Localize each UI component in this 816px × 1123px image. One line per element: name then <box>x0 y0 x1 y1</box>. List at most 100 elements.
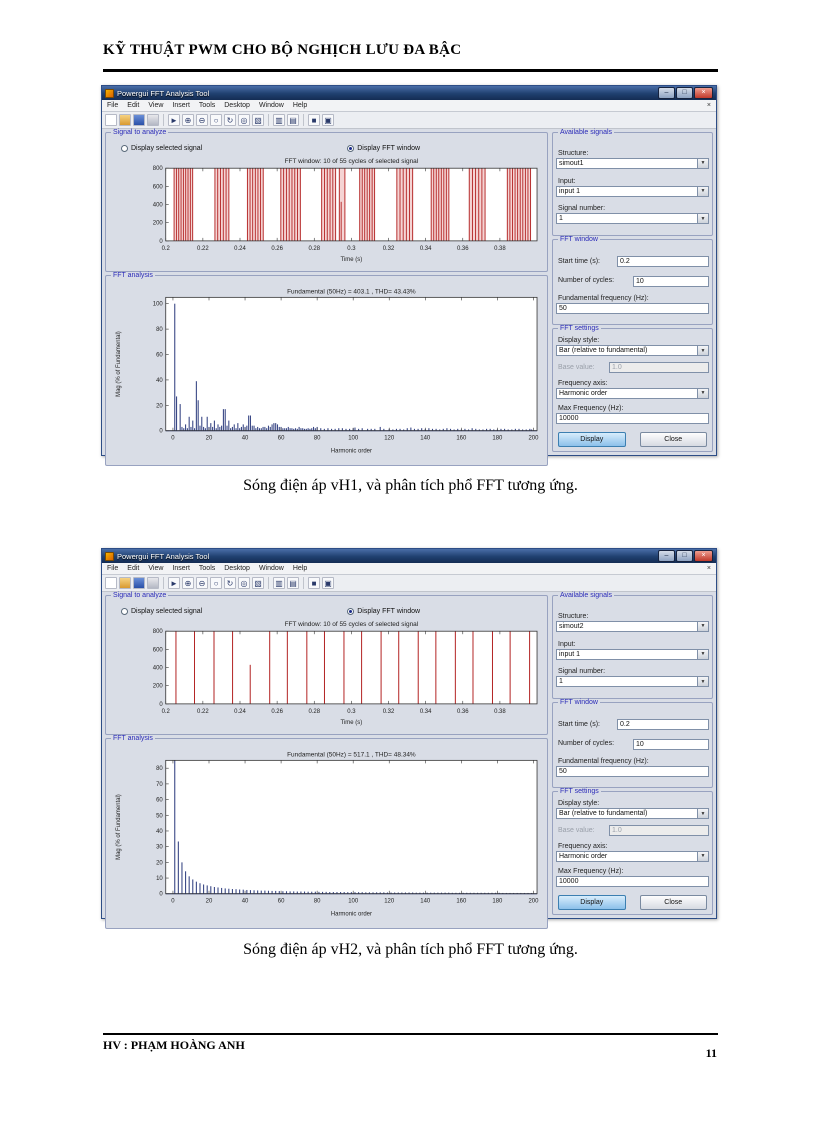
menu-desktop[interactable]: Desktop <box>224 565 250 572</box>
start-time-field[interactable]: 0.2 <box>617 256 709 268</box>
chevron-down-icon[interactable]: ▼ <box>697 214 708 224</box>
svg-text:600: 600 <box>153 647 164 653</box>
maximize-button[interactable]: □ <box>676 550 693 562</box>
menu-file[interactable]: File <box>107 565 119 572</box>
edit-plot-icon[interactable]: ► <box>168 114 180 126</box>
input-dropdown[interactable]: input 1 ▼ <box>556 648 709 660</box>
minimize-button[interactable]: – <box>658 87 675 99</box>
open-file-icon[interactable] <box>119 577 131 589</box>
print-icon[interactable] <box>147 114 159 126</box>
menu-edit[interactable]: Edit <box>127 565 140 572</box>
brush-icon[interactable]: ▧ <box>252 114 264 126</box>
hide-plot-tools-icon[interactable]: ■ <box>308 577 320 589</box>
print-icon[interactable] <box>147 577 159 589</box>
display-button[interactable]: Display <box>558 432 626 447</box>
structure-dropdown[interactable]: simout1 ▼ <box>556 157 709 169</box>
input-dropdown[interactable]: input 1 ▼ <box>556 185 709 197</box>
pan-icon[interactable]: ○ <box>210 577 222 589</box>
close-button[interactable]: × <box>694 87 713 99</box>
radio-display-fft-window[interactable]: Display FFT window <box>347 607 420 615</box>
dock-figure-icon[interactable]: ▣ <box>322 114 334 126</box>
maximize-button[interactable]: □ <box>676 87 693 99</box>
signal-number-dropdown[interactable]: 1 ▼ <box>556 213 709 225</box>
menu-window[interactable]: Window <box>258 102 284 109</box>
radio-display-selected-signal[interactable]: Display selected signal <box>121 607 202 615</box>
zoom-in-icon[interactable]: ⊕ <box>182 577 194 589</box>
insert-colorbar-icon[interactable]: ▥ <box>273 577 285 589</box>
edit-plot-icon[interactable]: ► <box>168 577 180 589</box>
menu-tools[interactable]: Tools <box>198 565 216 572</box>
menubar-close-icon[interactable]: × <box>706 565 711 572</box>
hide-plot-tools-icon[interactable]: ■ <box>308 114 320 126</box>
max-frequency-field[interactable]: 10000 <box>556 412 709 424</box>
pan-icon[interactable]: ○ <box>210 114 222 126</box>
chevron-down-icon[interactable]: ▼ <box>697 649 708 659</box>
chevron-down-icon[interactable]: ▼ <box>697 158 708 168</box>
max-frequency-field[interactable]: 10000 <box>556 875 709 887</box>
svg-text:160: 160 <box>456 899 467 905</box>
insert-colorbar-icon[interactable]: ▥ <box>273 114 285 126</box>
frequency-axis-dropdown[interactable]: Harmonic order ▼ <box>556 850 709 862</box>
number-of-cycles-field[interactable]: 10 <box>633 738 709 750</box>
new-file-icon[interactable] <box>105 577 117 589</box>
chevron-down-icon[interactable]: ▼ <box>697 851 708 861</box>
zoom-out-icon[interactable]: ⊖ <box>196 577 208 589</box>
structure-dropdown[interactable]: simout2 ▼ <box>556 620 709 632</box>
brush-icon[interactable]: ▧ <box>252 577 264 589</box>
new-file-icon[interactable] <box>105 114 117 126</box>
rotate-3d-icon[interactable]: ↻ <box>224 114 236 126</box>
data-cursor-icon[interactable]: ◎ <box>238 577 250 589</box>
menubar-close-icon[interactable]: × <box>706 102 711 109</box>
save-icon[interactable] <box>133 114 145 126</box>
close-button[interactable]: × <box>694 550 713 562</box>
svg-text:0.2: 0.2 <box>162 709 171 715</box>
display-style-dropdown[interactable]: Bar (relative to fundamental) ▼ <box>556 808 709 819</box>
menu-file[interactable]: File <box>107 102 119 109</box>
chevron-down-icon[interactable]: ▼ <box>697 809 708 818</box>
display-style-dropdown[interactable]: Bar (relative to fundamental) ▼ <box>556 345 709 356</box>
data-cursor-icon[interactable]: ◎ <box>238 114 250 126</box>
menu-edit[interactable]: Edit <box>127 102 140 109</box>
dock-figure-icon[interactable]: ▣ <box>322 577 334 589</box>
number-of-cycles-field[interactable]: 10 <box>633 275 709 287</box>
start-time-field[interactable]: 0.2 <box>617 719 709 731</box>
radio-display-selected-signal[interactable]: Display selected signal <box>121 144 202 152</box>
insert-legend-icon[interactable]: ▤ <box>287 114 299 126</box>
chevron-down-icon[interactable]: ▼ <box>697 388 708 398</box>
frequency-axis-dropdown[interactable]: Harmonic order ▼ <box>556 387 709 399</box>
menu-desktop[interactable]: Desktop <box>224 102 250 109</box>
menu-insert[interactable]: Insert <box>172 565 190 572</box>
display-button[interactable]: Display <box>558 895 626 910</box>
minimize-button[interactable]: – <box>658 550 675 562</box>
fundamental-frequency-field[interactable]: 50 <box>556 765 709 777</box>
open-file-icon[interactable] <box>119 114 131 126</box>
fundamental-frequency-field[interactable]: 50 <box>556 302 709 314</box>
rotate-3d-icon[interactable]: ↻ <box>224 577 236 589</box>
radio-display-fft-window[interactable]: Display FFT window <box>347 144 420 152</box>
menu-window[interactable]: Window <box>258 565 284 572</box>
zoom-in-icon[interactable]: ⊕ <box>182 114 194 126</box>
save-icon[interactable] <box>133 577 145 589</box>
svg-text:180: 180 <box>492 436 503 442</box>
signal-number-dropdown[interactable]: 1 ▼ <box>556 676 709 688</box>
window-content: Signal to analyze Display selected signa… <box>102 592 716 929</box>
chevron-down-icon[interactable]: ▼ <box>697 346 708 355</box>
zoom-out-icon[interactable]: ⊖ <box>196 114 208 126</box>
window-titlebar[interactable]: Powergui FFT Analysis Tool – □ × <box>102 86 716 100</box>
chevron-down-icon[interactable]: ▼ <box>697 677 708 687</box>
display-style-label: Display style: <box>558 800 600 807</box>
menu-view[interactable]: View <box>148 102 164 109</box>
menu-tools[interactable]: Tools <box>198 102 216 109</box>
menu-insert[interactable]: Insert <box>172 102 190 109</box>
close-dialog-button[interactable]: Close <box>639 432 707 447</box>
close-dialog-button[interactable]: Close <box>639 895 707 910</box>
menu-help[interactable]: Help <box>292 565 308 572</box>
chevron-down-icon[interactable]: ▼ <box>697 621 708 631</box>
insert-legend-icon[interactable]: ▤ <box>287 577 299 589</box>
svg-text:60: 60 <box>278 436 285 442</box>
toolbar-separator <box>163 577 164 589</box>
window-titlebar[interactable]: Powergui FFT Analysis Tool – □ × <box>102 549 716 563</box>
menu-view[interactable]: View <box>148 565 164 572</box>
menu-help[interactable]: Help <box>292 102 308 109</box>
chevron-down-icon[interactable]: ▼ <box>697 186 708 196</box>
